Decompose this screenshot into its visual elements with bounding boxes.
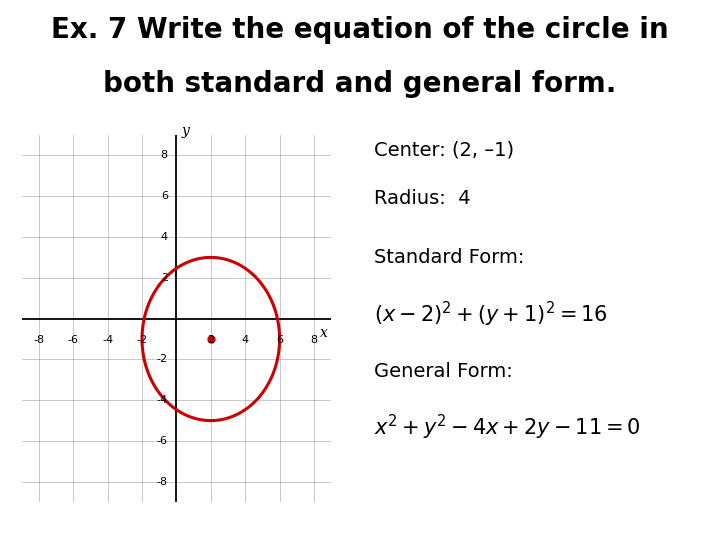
Text: -6: -6 xyxy=(157,436,168,446)
Text: y: y xyxy=(181,124,189,138)
Text: $x^2 + y^2 - 4x + 2y - 11 = 0$: $x^2 + y^2 - 4x + 2y - 11 = 0$ xyxy=(374,413,642,442)
Text: 4: 4 xyxy=(242,335,249,345)
Text: 2: 2 xyxy=(161,273,168,283)
Text: -8: -8 xyxy=(157,477,168,487)
Text: both standard and general form.: both standard and general form. xyxy=(103,70,617,98)
Text: -4: -4 xyxy=(157,395,168,405)
Text: 8: 8 xyxy=(161,151,168,160)
Text: $(x - 2)^2 + (y + 1)^2 = 16$: $(x - 2)^2 + (y + 1)^2 = 16$ xyxy=(374,300,608,329)
Text: 6: 6 xyxy=(276,335,283,345)
Text: Radius:  4: Radius: 4 xyxy=(374,189,471,208)
Text: Center: (2, –1): Center: (2, –1) xyxy=(374,140,515,159)
Text: Standard Form:: Standard Form: xyxy=(374,248,525,267)
Text: 2: 2 xyxy=(207,335,215,345)
Text: x: x xyxy=(320,326,328,340)
Text: 8: 8 xyxy=(310,335,318,345)
Text: -4: -4 xyxy=(102,335,113,345)
Text: 6: 6 xyxy=(161,191,168,201)
Text: -8: -8 xyxy=(33,335,45,345)
Text: -6: -6 xyxy=(68,335,78,345)
Text: Ex. 7 Write the equation of the circle in: Ex. 7 Write the equation of the circle i… xyxy=(51,16,669,44)
Text: -2: -2 xyxy=(136,335,148,345)
Text: 4: 4 xyxy=(161,232,168,242)
Text: -2: -2 xyxy=(157,354,168,364)
Text: General Form:: General Form: xyxy=(374,362,513,381)
